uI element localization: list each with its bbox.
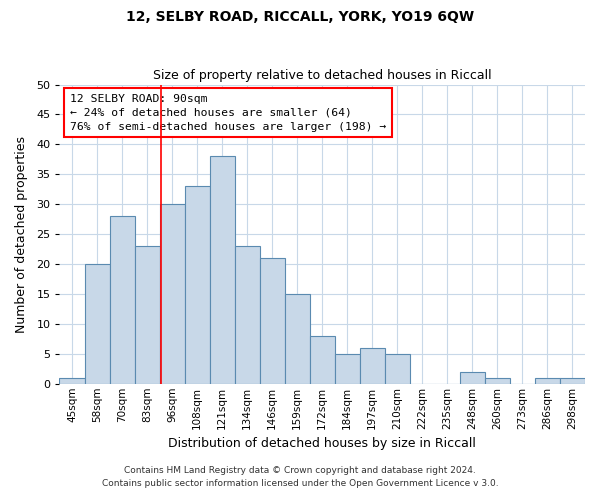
Bar xyxy=(335,354,360,384)
Bar xyxy=(385,354,410,384)
Bar xyxy=(535,378,560,384)
Bar xyxy=(160,204,185,384)
Bar xyxy=(59,378,85,384)
Bar xyxy=(110,216,134,384)
Bar xyxy=(260,258,285,384)
Text: 12 SELBY ROAD: 90sqm
← 24% of detached houses are smaller (64)
76% of semi-detac: 12 SELBY ROAD: 90sqm ← 24% of detached h… xyxy=(70,94,386,132)
Bar xyxy=(560,378,585,384)
Bar xyxy=(85,264,110,384)
Bar xyxy=(485,378,510,384)
X-axis label: Distribution of detached houses by size in Riccall: Distribution of detached houses by size … xyxy=(169,437,476,450)
Bar xyxy=(235,246,260,384)
Bar xyxy=(460,372,485,384)
Bar xyxy=(209,156,235,384)
Bar xyxy=(310,336,335,384)
Title: Size of property relative to detached houses in Riccall: Size of property relative to detached ho… xyxy=(153,69,491,82)
Bar xyxy=(185,186,209,384)
Y-axis label: Number of detached properties: Number of detached properties xyxy=(15,136,28,332)
Bar xyxy=(360,348,385,384)
Text: Contains HM Land Registry data © Crown copyright and database right 2024.
Contai: Contains HM Land Registry data © Crown c… xyxy=(101,466,499,487)
Text: 12, SELBY ROAD, RICCALL, YORK, YO19 6QW: 12, SELBY ROAD, RICCALL, YORK, YO19 6QW xyxy=(126,10,474,24)
Bar xyxy=(134,246,160,384)
Bar xyxy=(285,294,310,384)
